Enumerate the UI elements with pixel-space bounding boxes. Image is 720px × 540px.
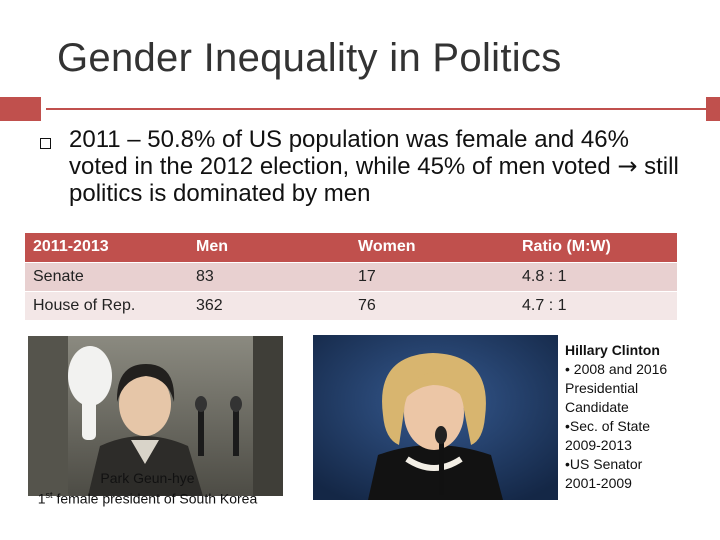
table-header-cell: Ratio (M:W) (514, 233, 677, 263)
table-cell: House of Rep. (25, 291, 188, 321)
clinton-info: Hillary Clinton • 2008 and 2016 Presiden… (565, 341, 705, 493)
table-row: Senate 83 17 4.8 : 1 (25, 262, 677, 292)
bullet-text-part2: still politics is dominated by men (69, 153, 679, 207)
hillary-clinton-photo (313, 335, 558, 500)
park-caption-text: female president of South Korea (52, 490, 258, 507)
clinton-info-line: Candidate (565, 399, 629, 415)
table-header-cell: 2011-2013 (25, 233, 188, 263)
park-geun-hye-photo (28, 336, 283, 496)
table-cell: 76 (350, 291, 514, 321)
table-header-cell: Men (188, 233, 350, 263)
bullet-text-part1: 2011 – 50.8% of US population was female… (69, 126, 629, 180)
title-rule-line (46, 108, 720, 110)
park-photo-illustration (28, 336, 283, 496)
park-caption: Park Geun-hye 1st female president of So… (15, 470, 280, 508)
table-header-cell: Women (350, 233, 514, 263)
clinton-name: Hillary Clinton (565, 342, 660, 358)
clinton-info-line: Presidential (565, 380, 639, 396)
clinton-info-line: •Sec. of State (565, 418, 651, 434)
park-ordinal-suffix: st (45, 490, 53, 500)
table-cell: 83 (188, 262, 350, 292)
clinton-info-line: 2001-2009 (565, 475, 632, 491)
title-rule-accent (0, 97, 41, 121)
title-rule-end (706, 97, 720, 121)
arrow-right-icon: → (617, 152, 638, 180)
bullet-text: 2011 – 50.8% of US population was female… (69, 126, 679, 207)
park-ordinal: 1 (37, 490, 46, 507)
table-row: House of Rep. 362 76 4.7 : 1 (25, 291, 677, 321)
table-cell: Senate (25, 262, 188, 292)
table-cell: 362 (188, 291, 350, 321)
clinton-info-line: 2009-2013 (565, 437, 632, 453)
clinton-photo-illustration (313, 335, 558, 500)
table-cell: 4.7 : 1 (514, 291, 677, 321)
table-cell: 4.8 : 1 (514, 262, 677, 292)
clinton-info-line: •US Senator (565, 456, 643, 472)
square-bullet-icon (40, 138, 51, 149)
park-name: Park Geun-hye (100, 470, 195, 486)
table-header-row: 2011-2013 Men Women Ratio (M:W) (25, 233, 677, 263)
clinton-info-line: • 2008 and 2016 (565, 361, 668, 377)
table-cell: 17 (350, 262, 514, 292)
congress-gender-table: 2011-2013 Men Women Ratio (M:W) Senate 8… (25, 233, 677, 321)
slide-title: Gender Inequality in Politics (57, 36, 562, 80)
